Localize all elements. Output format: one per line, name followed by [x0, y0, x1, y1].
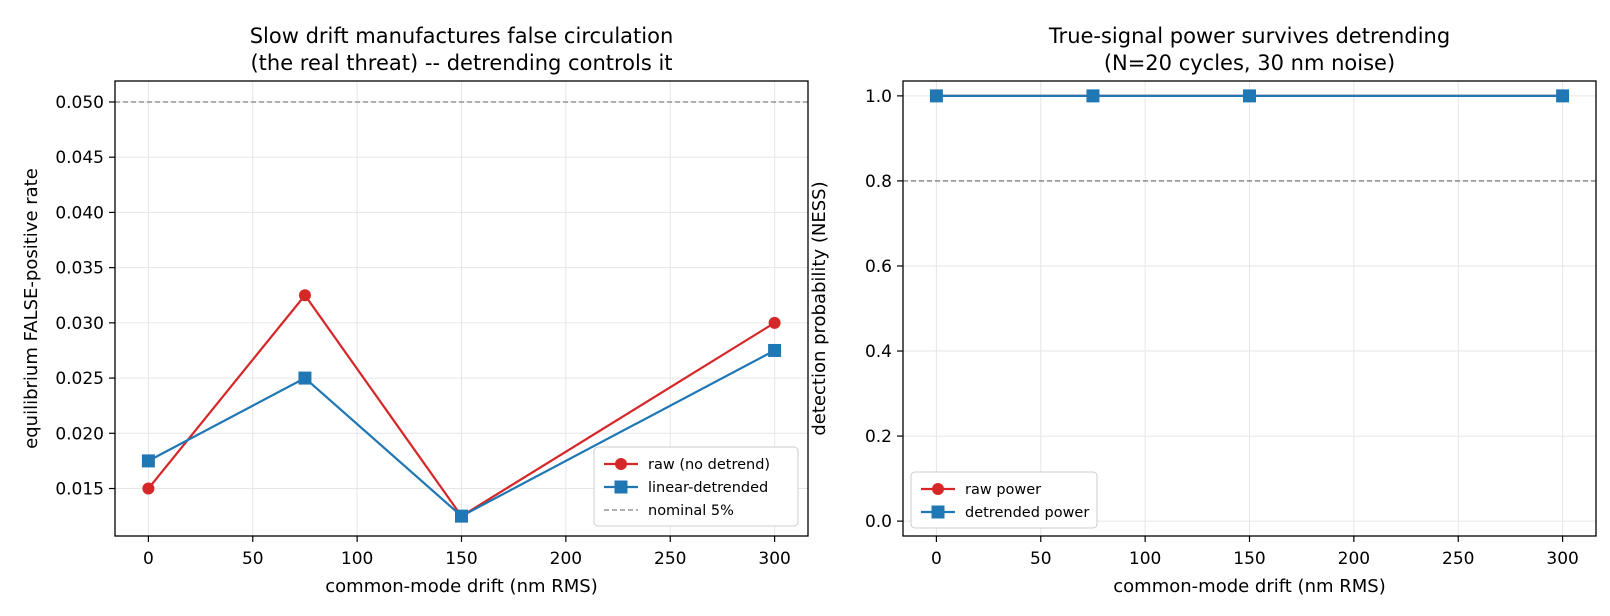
- chart-title-line: (the real threat) -- detrending controls…: [250, 51, 672, 75]
- chart-title-line: (N=20 cycles, 30 nm noise): [1104, 51, 1395, 75]
- y-tick-label: 0.040: [55, 203, 104, 223]
- data-point: [1086, 89, 1100, 103]
- y-tick-label: 0.050: [55, 93, 104, 113]
- x-tick-label: 150: [1233, 549, 1265, 569]
- x-tick-label: 300: [1546, 549, 1578, 569]
- chart-title-line: Slow drift manufactures false circulatio…: [250, 24, 674, 48]
- data-point: [142, 482, 155, 495]
- legend: raw power detrended power: [910, 471, 1098, 529]
- y-tick-label: 0.045: [55, 148, 104, 168]
- y-tick-label: 0.020: [55, 424, 104, 444]
- y-tick-label: 1.0: [865, 87, 892, 107]
- chart-panel-right: 0 50 100 150 200 250 300 0.0 0.2 0.4 0.6 0.8 1.0 comm…: [809, 24, 1597, 597]
- x-axis-label: common-mode drift (nm RMS): [325, 576, 597, 597]
- y-tick-label: 0.6: [865, 257, 892, 277]
- x-tick-label: 200: [1338, 549, 1370, 569]
- legend-label: nominal 5%: [648, 503, 734, 519]
- data-point: [768, 316, 781, 329]
- y-axis-label: detection probability (NESS): [809, 181, 830, 435]
- legend-marker: [614, 480, 628, 494]
- legend-marker: [931, 505, 945, 519]
- x-tick-label: 250: [654, 549, 686, 569]
- y-tick-label: 0.035: [55, 259, 104, 279]
- y-tick-label: 0.030: [55, 314, 104, 334]
- x-tick-label: 0: [931, 549, 942, 569]
- x-tick-label: 50: [1030, 549, 1052, 569]
- legend-label: raw power: [965, 482, 1041, 498]
- y-tick-label: 0.8: [865, 172, 892, 192]
- x-tick-label: 100: [1129, 549, 1161, 569]
- x-tick-label: 300: [758, 549, 790, 569]
- data-point: [141, 454, 155, 468]
- x-tick-label: 150: [445, 549, 477, 569]
- series-line-0: [147, 293, 776, 518]
- data-point: [455, 509, 468, 523]
- x-tick-label: 200: [550, 549, 582, 569]
- legend-label: linear-detrended: [648, 480, 768, 496]
- legend: raw (no detrend) linear-detrended nominal …: [593, 446, 799, 527]
- y-axis-label: equilibrium FALSE-positive rate: [21, 168, 42, 449]
- x-tick-label: 0: [143, 549, 154, 569]
- data-point: [1243, 89, 1256, 103]
- chart-title-line: True-signal power survives detrending: [1048, 24, 1450, 48]
- legend-marker: [932, 483, 944, 495]
- legend-label: raw (no detrend): [648, 457, 770, 473]
- chart-panel-left: 0 50 100 150 200 250 300 0.015 0.020 0.025 0.030 0.…: [21, 24, 809, 597]
- series-line-1: [147, 349, 776, 518]
- x-tick-label: 50: [242, 549, 264, 569]
- data-point: [768, 343, 782, 357]
- y-tick-label: 0.025: [55, 369, 104, 389]
- data-point: [1556, 89, 1570, 103]
- x-tick-label: 100: [341, 549, 373, 569]
- legend-box: [910, 471, 1098, 529]
- data-point: [929, 89, 943, 103]
- x-tick-label: 250: [1442, 549, 1474, 569]
- legend-label: detrended power: [965, 505, 1089, 521]
- chart-title: True-signal power survives detrending (N=…: [1048, 24, 1450, 75]
- data-point: [298, 289, 311, 302]
- y-tick-label: 0.4: [865, 342, 892, 362]
- data-point: [298, 371, 312, 385]
- x-axis-label: common-mode drift (nm RMS): [1113, 576, 1385, 597]
- y-tick-label: 0.0: [865, 512, 892, 532]
- chart-title: Slow drift manufactures false circulatio…: [250, 24, 674, 75]
- legend-marker: [615, 458, 627, 470]
- y-tick-label: 0.2: [865, 427, 892, 447]
- y-tick-label: 0.015: [55, 480, 104, 500]
- legend-box: [593, 446, 799, 527]
